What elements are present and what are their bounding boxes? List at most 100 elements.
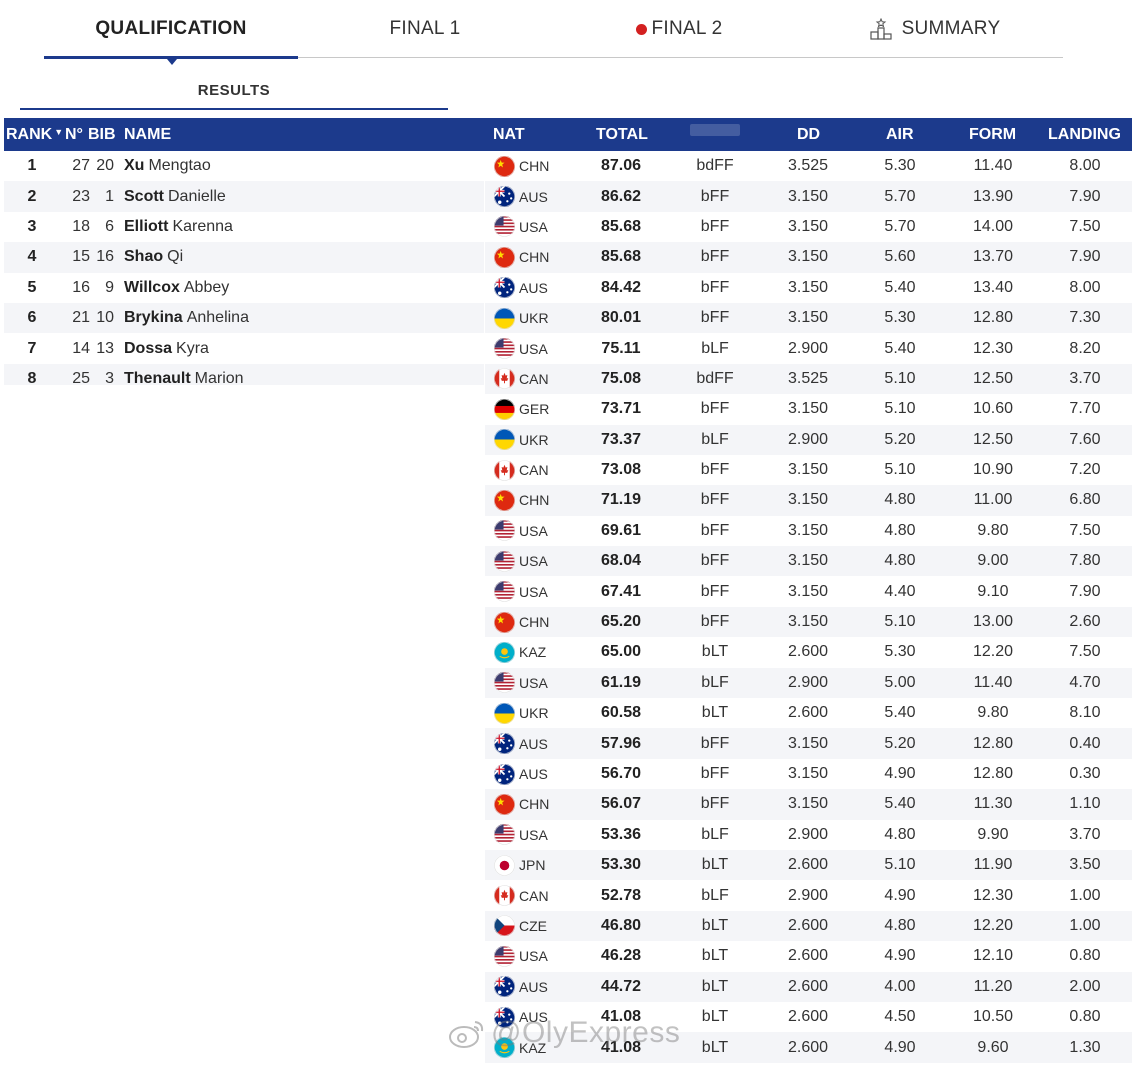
- form-cell: 14.00: [972, 217, 1014, 235]
- total-cell: 85.68: [600, 217, 642, 235]
- name-cell[interactable]: Elliott Karenna: [124, 212, 474, 242]
- name-cell[interactable]: Thenault Marion: [124, 364, 474, 385]
- landing-cell: 0.80: [1069, 947, 1101, 965]
- nat-cell: UKR: [519, 705, 549, 722]
- name-cell[interactable]: Willcox Abbey: [124, 273, 474, 303]
- last-name: Shao: [124, 248, 164, 266]
- tab-final-2[interactable]: FINAL 2: [552, 0, 807, 58]
- score-row[interactable]: CHN 71.19 bFF 3.150 4.80 11.00 6.80: [485, 485, 1132, 516]
- score-row[interactable]: USA 67.41 bFF 3.150 4.40 9.10 7.90: [485, 576, 1132, 606]
- name-cell[interactable]: Dossa Kyra: [124, 333, 474, 363]
- air-cell: 4.50: [884, 1008, 916, 1026]
- athlete-row[interactable]: 5 16 9 Willcox Abbey: [4, 273, 484, 303]
- dd-cell: 2.600: [787, 977, 829, 995]
- flag-icon: [493, 273, 515, 303]
- score-row[interactable]: USA 85.68 bFF 3.150 5.70 14.00 7.50: [485, 212, 1132, 242]
- score-row[interactable]: KAZ 41.08 bLT 2.600 4.90 9.60 1.30: [485, 1032, 1132, 1063]
- header-rank[interactable]: RANK ▼: [6, 118, 63, 151]
- score-row[interactable]: CAN 75.08 bdFF 3.525 5.10 12.50 3.70: [485, 363, 1132, 395]
- score-row[interactable]: CAN 73.08 bFF 3.150 5.10 10.90 7.20: [485, 455, 1132, 485]
- air-cell: 5.20: [884, 734, 916, 752]
- score-row[interactable]: USA 68.04 bFF 3.150 4.80 9.00 7.80: [485, 546, 1132, 577]
- score-row[interactable]: UKR 60.58 bLT 2.600 5.40 9.80 8.10: [485, 698, 1132, 728]
- jump-code-cell: bFF: [700, 278, 730, 296]
- name-cell[interactable]: Xu Mengtao: [124, 151, 474, 181]
- flag-icon: [493, 880, 515, 910]
- name-cell[interactable]: Shao Qi: [124, 242, 474, 272]
- bib-cell: 16: [96, 248, 114, 266]
- nat-cell: USA: [519, 522, 548, 539]
- tab-final-1[interactable]: FINAL 1: [298, 0, 552, 58]
- athlete-row[interactable]: 4 15 16 Shao Qi: [4, 242, 484, 273]
- form-cell: 10.60: [972, 400, 1014, 418]
- dd-cell: 2.900: [787, 886, 829, 904]
- air-cell: 5.70: [884, 217, 916, 235]
- total-cell: 84.42: [600, 278, 642, 296]
- score-row[interactable]: AUS 84.42 bFF 3.150 5.40 13.40 8.00: [485, 273, 1132, 303]
- score-row[interactable]: CHN 85.68 bFF 3.150 5.60 13.70 7.90: [485, 242, 1132, 273]
- air-cell: 5.30: [884, 157, 916, 175]
- score-row[interactable]: AUS 57.96 bFF 3.150 5.20 12.80 0.40: [485, 728, 1132, 759]
- dd-cell: 3.150: [787, 795, 829, 813]
- form-cell: 12.20: [972, 643, 1014, 661]
- active-tab-underline: [44, 56, 298, 59]
- score-row[interactable]: CHN 65.20 bFF 3.150 5.10 13.00 2.60: [485, 606, 1132, 638]
- score-row[interactable]: AUS 41.08 bLT 2.600 4.50 10.50 0.80: [485, 1002, 1132, 1032]
- tab-qualification[interactable]: QUALIFICATION: [44, 0, 298, 58]
- score-row[interactable]: USA 75.11 bLF 2.900 5.40 12.30 8.20: [485, 333, 1132, 363]
- first-name: Mengtao: [148, 157, 211, 175]
- weibo-logo-icon: [449, 1021, 484, 1048]
- subtab-results[interactable]: RESULTS: [20, 72, 448, 110]
- flag-icon: [493, 941, 515, 971]
- tab-summary[interactable]: SUMMARY: [807, 0, 1063, 58]
- header-nat: NAT: [493, 125, 525, 143]
- athlete-row[interactable]: 7 14 13 Dossa Kyra: [4, 333, 484, 363]
- score-row[interactable]: USA 46.28 bLT 2.600 4.90 12.10 0.80: [485, 941, 1132, 971]
- athlete-row[interactable]: 1 27 20 Xu Mengtao: [4, 151, 484, 181]
- subtab-label: RESULTS: [197, 81, 271, 99]
- score-row[interactable]: AUS 44.72 bLT 2.600 4.00 11.20 2.00: [485, 971, 1132, 1002]
- dd-cell: 3.150: [787, 278, 829, 296]
- start-number-cell: 27: [72, 157, 90, 175]
- score-row[interactable]: AUS 86.62 bFF 3.150 5.70 13.90 7.90: [485, 181, 1132, 212]
- athlete-row[interactable]: 8 25 3 Thenault Marion: [4, 363, 484, 385]
- start-number-cell: 23: [72, 187, 90, 205]
- total-cell: 57.96: [600, 734, 642, 752]
- landing-cell: 1.00: [1069, 916, 1101, 934]
- name-cell[interactable]: Scott Danielle: [124, 181, 474, 211]
- score-row[interactable]: USA 61.19 bLF 2.900 5.00 11.40 4.70: [485, 667, 1132, 699]
- jump-code-cell: bLF: [701, 673, 729, 691]
- score-row[interactable]: CHN 87.06 bdFF 3.525 5.30 11.40 8.00: [485, 151, 1132, 181]
- name-cell[interactable]: Brykina Anhelina: [124, 303, 474, 333]
- header-landing: LANDING: [1048, 125, 1121, 143]
- score-row[interactable]: UKR 73.37 bLF 2.900 5.20 12.50 7.60: [485, 424, 1132, 455]
- nat-cell: UKR: [519, 431, 549, 448]
- air-cell: 4.90: [884, 1038, 916, 1056]
- score-row[interactable]: CAN 52.78 bLF 2.900 4.90 12.30 1.00: [485, 880, 1132, 910]
- score-row[interactable]: USA 69.61 bFF 3.150 4.80 9.80 7.50: [485, 516, 1132, 546]
- dd-cell: 2.600: [787, 856, 829, 874]
- jump-code-cell: bFF: [700, 582, 730, 600]
- score-row[interactable]: KAZ 65.00 bLT 2.600 5.30 12.20 7.50: [485, 637, 1132, 667]
- landing-cell: 8.10: [1069, 704, 1101, 722]
- score-row[interactable]: USA 53.36 bLF 2.900 4.80 9.90 3.70: [485, 820, 1132, 850]
- athlete-row[interactable]: 3 18 6 Elliott Karenna: [4, 212, 484, 242]
- landing-cell: 8.20: [1069, 339, 1101, 357]
- total-cell: 75.11: [601, 339, 641, 357]
- form-cell: 9.80: [977, 704, 1009, 722]
- start-number-cell: 16: [72, 278, 90, 296]
- score-row[interactable]: UKR 80.01 bFF 3.150 5.30 12.80 7.30: [485, 302, 1132, 334]
- athlete-row[interactable]: 6 21 10 Brykina Anhelina: [4, 302, 484, 334]
- dd-cell: 3.150: [787, 309, 829, 327]
- score-row[interactable]: GER 73.71 bFF 3.150 5.10 10.60 7.70: [485, 394, 1132, 424]
- score-row[interactable]: AUS 56.70 bFF 3.150 4.90 12.80 0.30: [485, 759, 1132, 789]
- athlete-row[interactable]: 2 23 1 Scott Danielle: [4, 181, 484, 212]
- total-cell: 61.19: [600, 673, 642, 691]
- score-row[interactable]: CHN 56.07 bFF 3.150 5.40 11.30 1.10: [485, 789, 1132, 820]
- air-cell: 4.80: [884, 521, 916, 539]
- air-cell: 5.60: [884, 248, 916, 266]
- score-row[interactable]: CZE 46.80 bLT 2.600 4.80 12.20 1.00: [485, 910, 1132, 942]
- jump-code-cell: bFF: [700, 795, 730, 813]
- total-cell: 41.08: [600, 1038, 642, 1056]
- score-row[interactable]: JPN 53.30 bLT 2.600 5.10 11.90 3.50: [485, 849, 1132, 881]
